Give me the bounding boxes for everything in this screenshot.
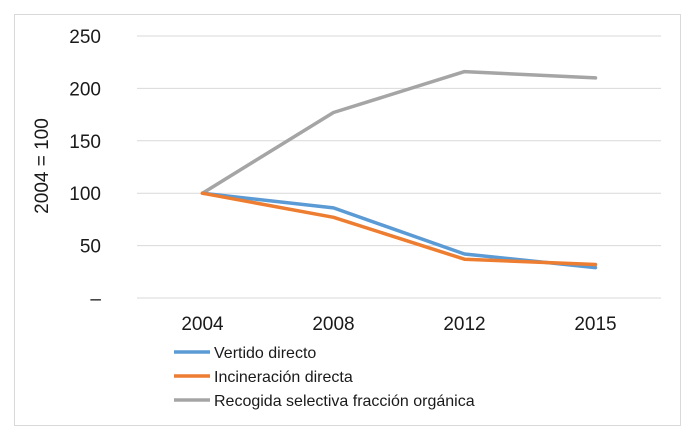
y-tick-label: 150 <box>69 132 101 153</box>
legend-label: Vertido directo <box>214 345 316 362</box>
y-axis-ticks: – 50 100 150 200 250 <box>69 27 101 310</box>
series-line-3 <box>200 69 598 195</box>
x-axis-ticks: 2004 2008 2012 2015 <box>181 314 616 335</box>
x-tick-label: 2015 <box>574 314 616 335</box>
y-tick-label: 100 <box>69 184 101 205</box>
x-tick-label: 2012 <box>443 314 485 335</box>
gridlines <box>137 35 661 299</box>
y-tick-label: 250 <box>69 27 101 48</box>
series-line-2 <box>200 191 598 267</box>
legend: Vertido directo Incineración directa Recog… <box>174 345 475 410</box>
legend-label: Recogida selectiva fracción orgánica <box>214 393 475 410</box>
series-lines <box>200 69 598 270</box>
x-tick-label: 2004 <box>181 314 224 335</box>
x-tick-label: 2008 <box>312 314 354 335</box>
y-tick-label: – <box>90 289 101 310</box>
y-tick-label: 50 <box>80 237 101 258</box>
y-tick-label: 200 <box>69 79 101 100</box>
legend-label: Incineración directa <box>214 369 353 386</box>
y-axis-label: 2004 = 100 <box>32 118 53 214</box>
